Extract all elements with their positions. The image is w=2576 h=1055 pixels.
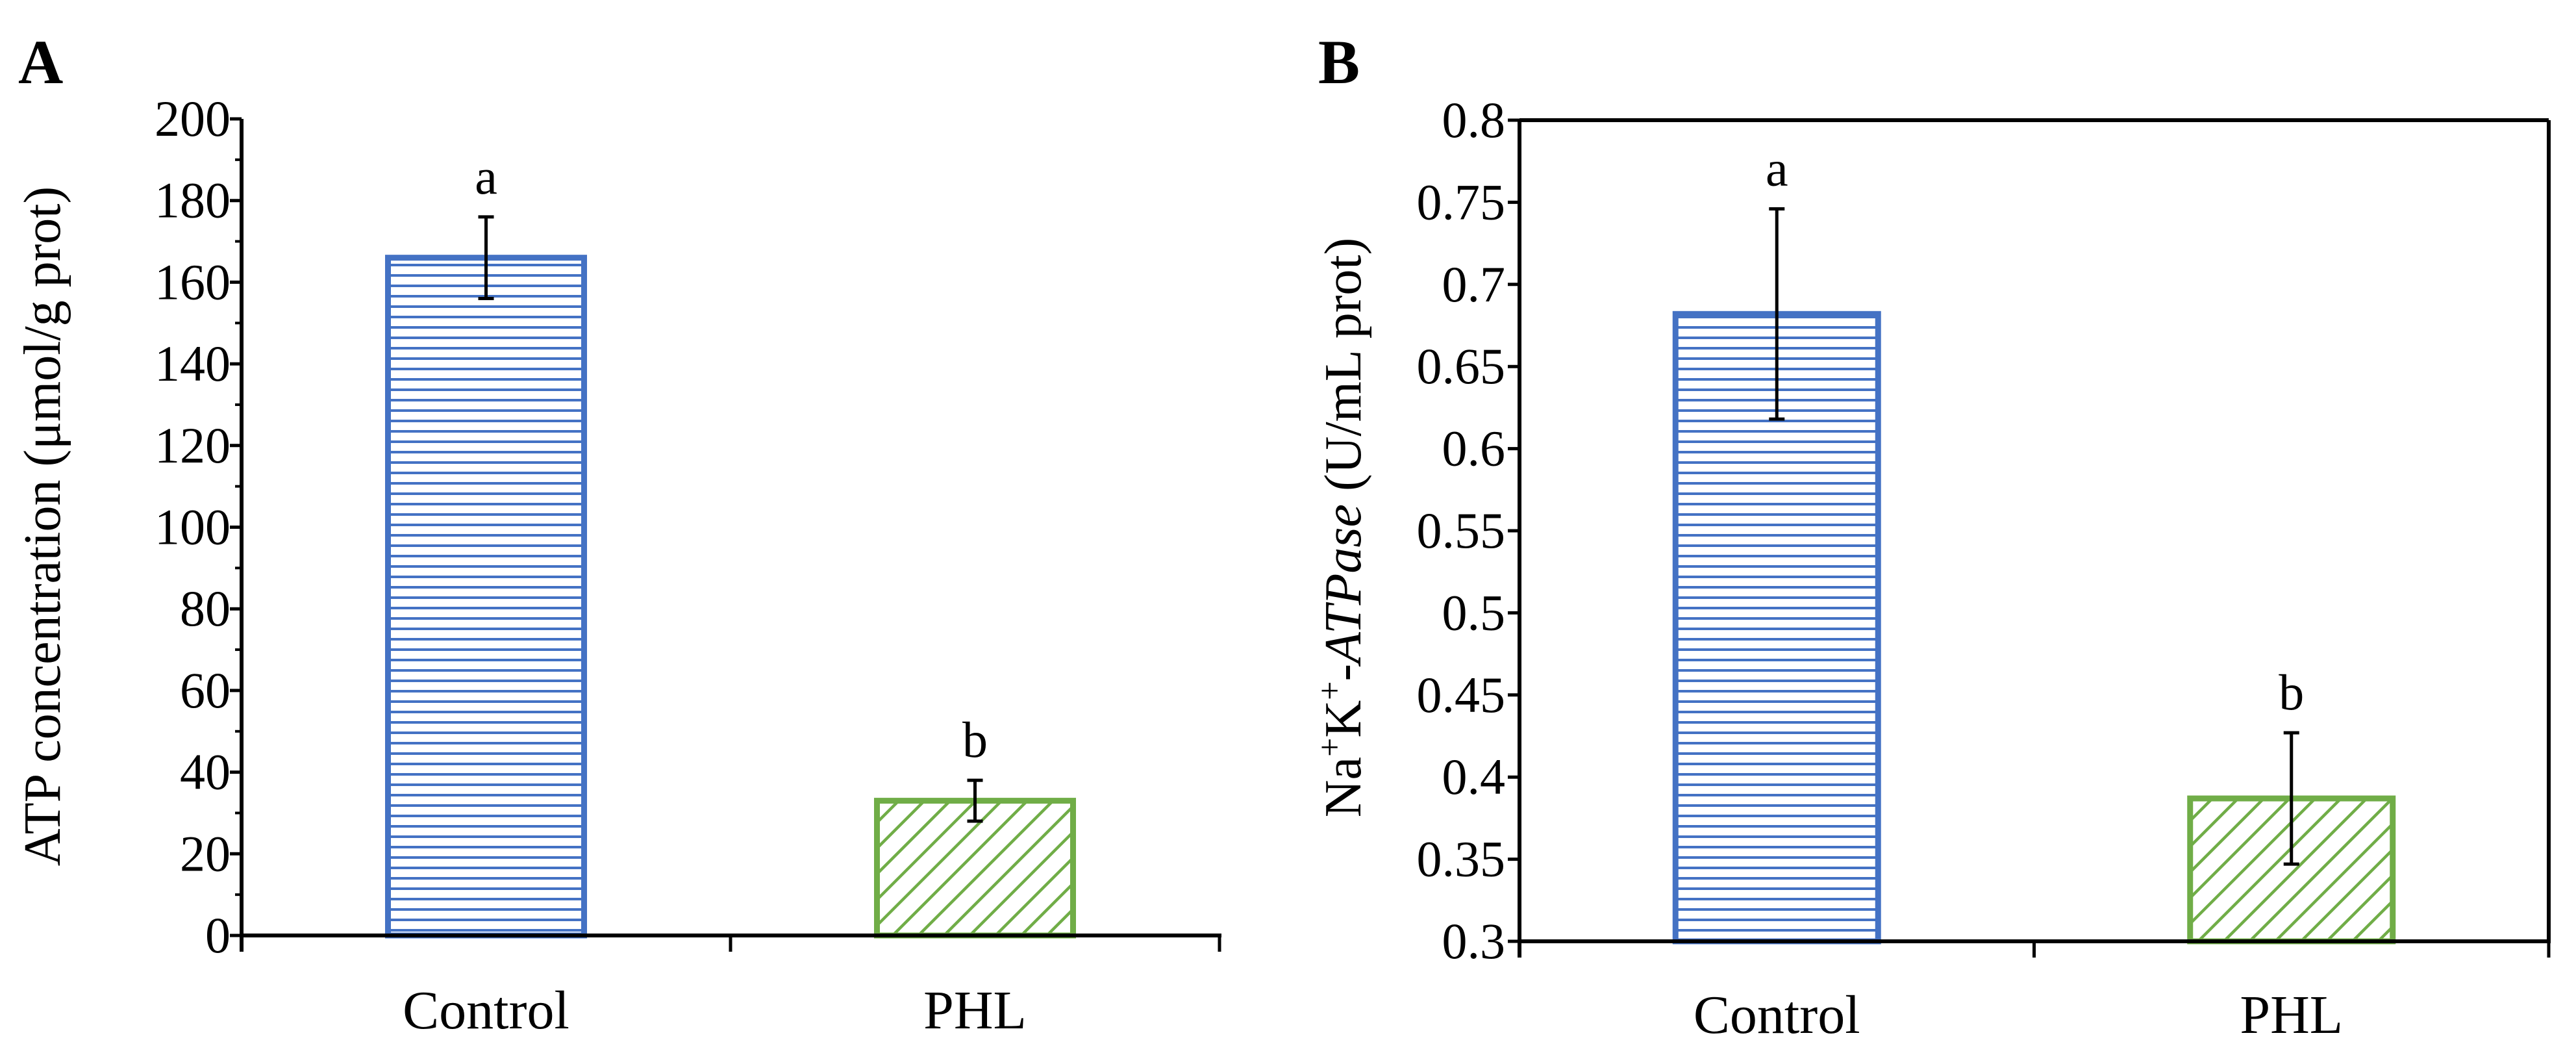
significance-label-a-phl: b xyxy=(962,711,988,768)
y-label-unit: (U/mL prot) xyxy=(1315,238,1372,504)
y-tick-label-b-4: 0.5 xyxy=(1442,584,1506,641)
y-label-k-sup: + xyxy=(1312,681,1349,700)
significance-label-b-phl: b xyxy=(2279,664,2304,720)
y-label-na-sup: + xyxy=(1312,738,1349,757)
y-tick-label-a-2: 40 xyxy=(180,744,231,800)
y-tick-label-b-5: 0.55 xyxy=(1417,502,1506,559)
y-label-dash: - xyxy=(1315,664,1372,681)
y-tick-label-a-10: 200 xyxy=(155,90,231,147)
y-tick-label-b-2: 0.4 xyxy=(1442,748,1506,805)
plot-area-b: a Control b PHL 0.3 0.35 0.4 0.45 0.5 0.55 0.6 0.65… xyxy=(1417,92,2551,1045)
panel-label-a: A xyxy=(18,27,63,97)
y-tick-label-b-1: 0.35 xyxy=(1417,831,1506,887)
y-tick-label-a-0: 0 xyxy=(205,907,231,963)
y-tick-label-b-6: 0.6 xyxy=(1442,420,1506,477)
bar-a-phl xyxy=(874,798,1076,939)
panel-a: A ATP concentration (μmol/g prot) a Contr… xyxy=(14,27,1221,1041)
y-tick-label-a-6: 120 xyxy=(155,417,231,474)
y-tick-label-a-8: 160 xyxy=(155,253,231,310)
x-tick-label-a-control: Control xyxy=(403,980,569,1041)
y-tick-label-b-8: 0.7 xyxy=(1442,256,1506,312)
y-tick-label-b-10: 0.8 xyxy=(1442,92,1506,148)
y-label-k: K xyxy=(1315,700,1372,738)
x-tick-label-b-control: Control xyxy=(1694,985,1860,1045)
y-tick-label-b-3: 0.45 xyxy=(1417,667,1506,723)
y-tick-label-a-4: 80 xyxy=(180,580,231,637)
significance-label-b-control: a xyxy=(1766,140,1788,197)
y-tick-label-a-3: 60 xyxy=(180,662,231,718)
y-tick-label-b-0: 0.3 xyxy=(1442,913,1506,969)
y-tick-label-a-1: 20 xyxy=(180,825,231,882)
x-tick-label-b-phl: PHL xyxy=(2240,985,2343,1045)
y-axis-label-b: Na+K+-ATPase (U/mL prot) xyxy=(1312,238,1372,818)
x-tick-label-a-phl: PHL xyxy=(923,980,1027,1041)
panel-b: B Na+K+-ATPase (U/mL prot) aControlbPHL0… xyxy=(1312,27,2551,1045)
y-label-enzyme: ATPase xyxy=(1315,504,1372,667)
bar-a-control xyxy=(385,255,587,939)
significance-label-a-control: a xyxy=(475,148,497,205)
y-tick-label-a-9: 180 xyxy=(155,172,231,229)
y-axis-label-a: ATP concentration (μmol/g prot) xyxy=(14,186,71,866)
y-tick-label-a-5: 100 xyxy=(155,499,231,555)
y-tick-label-a-7: 140 xyxy=(155,335,231,392)
y-tick-label-b-9: 0.75 xyxy=(1417,173,1506,230)
plot-area-a: a Control b PHL 0 20 40 60 80 100 120 140 160 180 200 xyxy=(155,90,1221,1041)
y-label-na: Na xyxy=(1315,757,1372,817)
y-tick-label-b-7: 0.65 xyxy=(1417,338,1506,394)
panel-label-b: B xyxy=(1318,27,1360,97)
